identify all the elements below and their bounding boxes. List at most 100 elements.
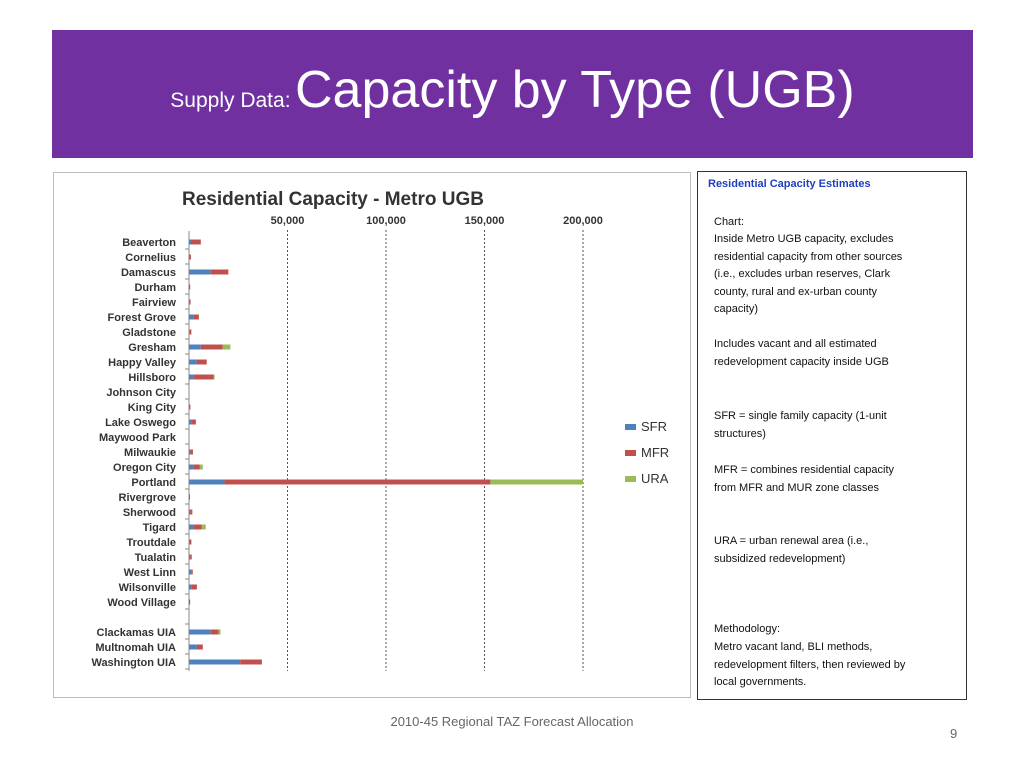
bar-mfr xyxy=(189,539,192,545)
bar-mfr xyxy=(190,509,193,515)
bar-sfr xyxy=(189,269,211,275)
category-label: Forest Grove xyxy=(108,312,176,324)
category-label: Clackamas UIA xyxy=(97,627,177,639)
x-tick-label: 100,000 xyxy=(366,215,406,227)
category-label: Gresham xyxy=(128,342,176,354)
category-label: Damascus xyxy=(121,267,176,279)
category-label: Wood Village xyxy=(107,597,176,609)
bar-mfr xyxy=(189,299,191,305)
category-label: Troutdale xyxy=(126,537,176,549)
bar-ura xyxy=(218,629,221,635)
notes-panel: Residential Capacity Estimates Chart: In… xyxy=(697,171,967,700)
category-label: Cornelius xyxy=(125,252,176,264)
notes-heading: Residential Capacity Estimates xyxy=(708,178,871,190)
category-label: Multnomah UIA xyxy=(95,642,176,654)
bar-sfr xyxy=(189,329,190,335)
bar-mfr xyxy=(189,284,191,290)
bar-sfr xyxy=(189,539,190,545)
bar-mfr xyxy=(189,329,192,335)
slide-footer: 2010-45 Regional TAZ Forecast Allocation xyxy=(390,714,634,729)
category-label: King City xyxy=(128,402,177,414)
bar-mfr xyxy=(189,494,190,500)
bar-sfr xyxy=(189,644,197,650)
notes-method-text: Metro vacant land, BLI methods, redevelo… xyxy=(714,641,906,688)
bar-mfr xyxy=(193,374,214,380)
category-label: Beaverton xyxy=(122,237,176,249)
bar-sfr xyxy=(189,344,201,350)
notes-includes-text: Includes vacant and all estimated redeve… xyxy=(714,338,889,368)
bar-sfr xyxy=(189,509,191,515)
bar-mfr xyxy=(224,479,491,485)
legend-label-sfr: SFR xyxy=(641,419,667,434)
bar-mfr xyxy=(189,254,191,260)
bar-mfr xyxy=(196,359,207,365)
bar-mfr xyxy=(191,419,196,425)
page-number: 9 xyxy=(950,726,958,741)
bar-mfr xyxy=(191,569,193,575)
category-label: Tigard xyxy=(143,522,176,534)
notes-chart-label: Chart: xyxy=(714,216,744,228)
category-label: Portland xyxy=(131,477,176,489)
category-label: Durham xyxy=(134,282,176,294)
title-main: Capacity by Type (UGB) xyxy=(295,61,855,119)
bar-mfr xyxy=(193,464,200,470)
bar-sfr xyxy=(189,659,241,665)
legend-label-ura: URA xyxy=(641,471,669,486)
notes-method-label: Methodology: xyxy=(714,623,781,635)
x-tick-label: 150,000 xyxy=(465,215,505,227)
bar-sfr xyxy=(189,359,197,365)
bar-sfr xyxy=(189,479,225,485)
category-label: Rivergrove xyxy=(119,492,176,504)
category-label: West Linn xyxy=(124,567,177,579)
bar-sfr xyxy=(189,254,190,260)
bar-mfr xyxy=(196,644,203,650)
bar-mfr xyxy=(191,584,197,590)
notes-ura-text: URA = urban renewal area (i.e., subsidiz… xyxy=(714,535,869,565)
category-label: Gladstone xyxy=(122,327,176,339)
bar-mfr xyxy=(210,269,229,275)
bar-sfr xyxy=(189,419,192,425)
legend-label-mfr: MFR xyxy=(641,445,669,460)
bar-sfr xyxy=(189,314,194,320)
legend-swatch-ura xyxy=(625,476,636,482)
category-label: Milwaukie xyxy=(124,447,176,459)
x-tick-label: 50,000 xyxy=(271,215,305,227)
residential-capacity-chart: Residential Capacity - Metro UGB 50,000 10… xyxy=(91,189,669,671)
bar-mfr xyxy=(200,344,223,350)
category-label: Wilsonville xyxy=(119,582,176,594)
bar-sfr xyxy=(189,404,190,410)
bar-sfr xyxy=(189,554,191,560)
chart-title: Residential Capacity - Metro UGB xyxy=(182,189,484,210)
category-label: Maywood Park xyxy=(99,432,177,444)
slide-title: Supply Data: Capacity by Type (UGB) xyxy=(52,60,973,120)
bar-ura xyxy=(213,374,215,380)
category-label: Hillsboro xyxy=(128,372,176,384)
bar-mfr xyxy=(240,659,262,665)
notes-mfr-text: MFR = combines residential capacity from… xyxy=(714,464,895,494)
category-label: Washington UIA xyxy=(91,657,176,669)
bar-ura xyxy=(201,524,206,530)
bar-sfr xyxy=(189,374,194,380)
chart-frame: Residential Capacity - Metro UGB 50,000 10… xyxy=(53,172,691,698)
bar-sfr xyxy=(189,584,192,590)
legend-swatch-mfr xyxy=(625,450,636,456)
category-label: Happy Valley xyxy=(108,357,177,369)
bar-sfr xyxy=(189,239,191,245)
bar-mfr xyxy=(189,599,191,605)
category-label: Oregon City xyxy=(113,462,177,474)
title-prefix: Supply Data: xyxy=(170,89,291,112)
title-band: Supply Data: Capacity by Type (UGB) xyxy=(52,30,973,158)
x-tick-label: 200,000 xyxy=(563,215,603,227)
category-label: Fairview xyxy=(132,297,176,309)
bar-mfr xyxy=(193,524,202,530)
bar-mfr xyxy=(189,404,191,410)
notes-sfr-text: SFR = single family capacity (1-unit str… xyxy=(714,410,887,440)
bar-sfr xyxy=(189,524,194,530)
bar-sfr xyxy=(189,464,194,470)
notes-chart-text: Inside Metro UGB capacity, excludes resi… xyxy=(714,233,903,315)
category-label: Lake Oswego xyxy=(105,417,176,429)
legend-swatch-sfr xyxy=(625,424,636,430)
bar-mfr xyxy=(210,629,219,635)
bar-sfr xyxy=(189,569,192,575)
category-label: Johnson City xyxy=(106,387,177,399)
